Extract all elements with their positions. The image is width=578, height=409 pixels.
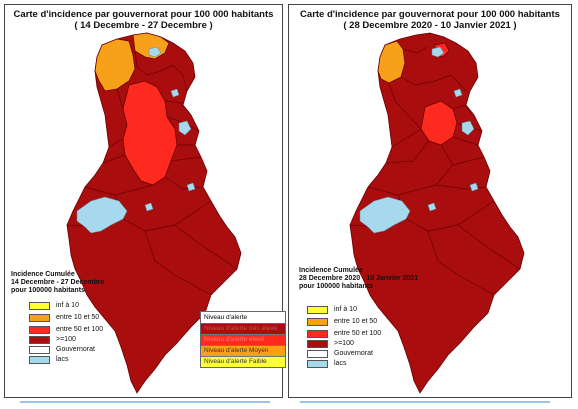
- map-title-line1: Carte d'incidence par gouvernorat pour 1…: [300, 9, 560, 20]
- lake-small-2: [469, 182, 479, 192]
- legend-label: entre 10 et 50: [334, 318, 378, 325]
- incidence-legend: Incidence Cumulée 28 Decembre 2020 - 10 …: [299, 267, 429, 368]
- legend-label: entre 10 et 50: [56, 314, 100, 321]
- lake-chott-el-jerid: [76, 196, 128, 234]
- legend-title-line3: pour 100000 habitants: [11, 287, 85, 294]
- swatch-very-high: [307, 339, 328, 348]
- legend-label: >=100: [334, 340, 354, 347]
- swatch-governorate: [307, 349, 328, 358]
- legend-item-moderate: entre 10 et 50: [307, 317, 377, 326]
- lake-sebkha-east: [461, 120, 475, 136]
- legend-label: entre 50 et 100: [334, 330, 382, 337]
- alert-row-low: Niveau d'alerte Faible: [201, 357, 285, 367]
- bottom-rule-left: [20, 401, 270, 403]
- legend-item-governorate: Gouvernorat: [307, 349, 373, 358]
- legend-label: inf à 10: [56, 302, 79, 309]
- legend-item-very-high: >=100: [29, 335, 76, 344]
- map-title-line2: ( 14 Decembre - 27 Decembre ): [74, 20, 213, 31]
- alert-level-legend: Niveau d'alerte Niveau d'alerte très éle…: [200, 311, 286, 368]
- legend-item-low: inf à 10: [307, 305, 357, 314]
- lake-small-3: [427, 202, 437, 212]
- map-title: Carte d'incidence par gouvernorat pour 1…: [289, 9, 571, 31]
- swatch-low: [29, 301, 50, 310]
- map-title-line2: ( 28 Decembre 2020 - 10 Janvier 2021 ): [343, 20, 517, 31]
- tunisia-map-right: [349, 32, 525, 394]
- legend-item-high: entre 50 et 100: [307, 329, 381, 338]
- legend-label: Gouvernorat: [56, 346, 95, 353]
- tunisia-map-left: [66, 32, 242, 394]
- map-panel-left: Carte d'incidence par gouvernorat pour 1…: [4, 4, 286, 398]
- legend-title-line3: pour 100000 habitants: [299, 283, 373, 290]
- alert-level-header: Niveau d'alerte: [201, 312, 285, 324]
- legend-item-high: entre 50 et 100: [29, 325, 103, 334]
- legend-title-line2: 28 Decembre 2020 - 10 Janvier 2021: [299, 275, 419, 282]
- map-title: Carte d'incidence par gouvernorat pour 1…: [5, 9, 282, 31]
- swatch-lakes: [307, 359, 328, 368]
- alert-row-very-high: Niveau d'alerte très élevé: [201, 324, 285, 335]
- legend-title-line1: Incidence Cumulée: [299, 267, 363, 274]
- lake-chott-el-jerid: [359, 196, 411, 234]
- lake-bizerte: [431, 46, 445, 58]
- swatch-high: [307, 329, 328, 338]
- legend-title: Incidence Cumulée 28 Decembre 2020 - 10 …: [299, 267, 429, 291]
- country-outline: [349, 32, 525, 394]
- legend-item-lakes: lacs: [29, 355, 68, 364]
- legend-label: lacs: [334, 360, 347, 367]
- map-body: [66, 32, 242, 394]
- legend-item-moderate: entre 10 et 50: [29, 313, 99, 322]
- map-title-line1: Carte d'incidence par gouvernorat pour 1…: [13, 9, 274, 20]
- legend-item-very-high: >=100: [307, 339, 354, 348]
- swatch-moderate: [29, 313, 50, 322]
- lake-small-2: [186, 182, 196, 192]
- legend-label: Gouvernorat: [334, 350, 373, 357]
- legend-title-line2: 14 Decembre - 27 Decembre: [11, 279, 105, 286]
- legend-title-line1: Incidence Cumulée: [11, 271, 75, 278]
- legend-item-low: inf à 10: [29, 301, 79, 310]
- legend-label: >=100: [56, 336, 76, 343]
- lake-small-1: [170, 88, 180, 98]
- swatch-high: [29, 325, 50, 334]
- map-panel-right: Carte d'incidence par gouvernorat pour 1…: [288, 4, 572, 398]
- swatch-moderate: [307, 317, 328, 326]
- swatch-lakes: [29, 355, 50, 364]
- lake-small-1: [453, 88, 463, 98]
- legend-item-lakes: lacs: [307, 359, 346, 368]
- alert-row-high: Niveau d'alerte élevé: [201, 335, 285, 346]
- swatch-very-high: [29, 335, 50, 344]
- legend-title: Incidence Cumulée 14 Decembre - 27 Decem…: [11, 271, 131, 295]
- lake-bizerte: [148, 46, 162, 58]
- legend-label: inf à 10: [334, 306, 357, 313]
- map-body: [349, 32, 525, 394]
- region-northwest: [94, 38, 136, 92]
- bottom-rule-right: [300, 401, 550, 403]
- legend-label: entre 50 et 100: [56, 326, 104, 333]
- incidence-legend: Incidence Cumulée 14 Decembre - 27 Decem…: [11, 271, 131, 364]
- region-northwest: [377, 40, 406, 84]
- swatch-low: [307, 305, 328, 314]
- country-outline: [66, 32, 242, 394]
- alert-row-moderate: Niveau d'alerte Moyen: [201, 346, 285, 357]
- lake-small-3: [144, 202, 154, 212]
- legend-label: lacs: [56, 356, 69, 363]
- swatch-governorate: [29, 345, 50, 354]
- lake-sebkha-east: [178, 120, 192, 136]
- legend-item-governorate: Gouvernorat: [29, 345, 95, 354]
